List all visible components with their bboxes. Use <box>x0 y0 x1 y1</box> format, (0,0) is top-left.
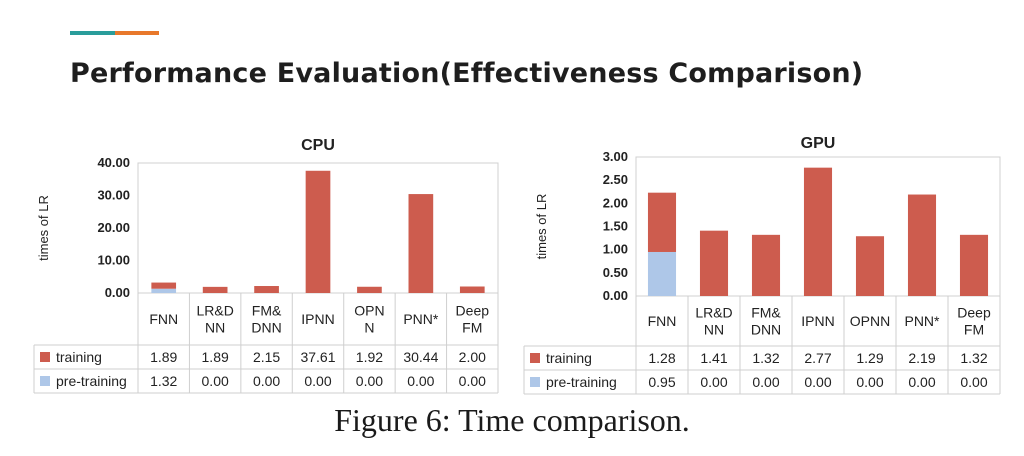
bar-training <box>305 170 331 293</box>
legend-swatch-pre-training <box>40 376 50 386</box>
category-label: IPNN <box>801 313 834 329</box>
data-label-pre-training: 0.00 <box>700 374 727 390</box>
bar-training <box>751 234 781 296</box>
category-label: OPNN <box>850 313 890 329</box>
data-label-pre-training: 0.00 <box>960 374 987 390</box>
data-label-pre-training: 0.00 <box>856 374 883 390</box>
accent-bar-orange <box>115 31 159 35</box>
y-tick-label: 30.00 <box>97 188 130 203</box>
gpu-chart: GPU times of LR 0.00 0.50 1.00 1.50 2.00 2.50 3.… <box>523 135 1001 395</box>
bar-training <box>855 236 885 296</box>
y-axis-label: times of LR <box>534 194 549 260</box>
category-label: FM& <box>252 303 282 319</box>
data-label-training: 1.29 <box>856 350 883 366</box>
data-label-training: 1.28 <box>648 350 675 366</box>
page-title: Performance Evaluation(Effectiveness Com… <box>70 58 864 89</box>
category-label: DNN <box>251 320 281 336</box>
category-label: FM <box>462 320 482 336</box>
data-label-pre-training: 0.00 <box>908 374 935 390</box>
bar-training <box>803 167 833 296</box>
category-label: LR&D <box>695 305 732 321</box>
bar-pre-training <box>151 288 177 293</box>
bar-training <box>907 194 937 296</box>
data-label-training: 30.44 <box>403 349 438 365</box>
data-label-training: 1.92 <box>356 349 383 365</box>
category-label: NN <box>704 322 724 338</box>
bar-training <box>357 286 382 293</box>
data-label-training: 2.19 <box>908 350 935 366</box>
bar-pre-training <box>647 251 677 296</box>
category-label: IPNN <box>301 311 334 327</box>
bar-training <box>459 286 485 293</box>
data-label-training: 1.41 <box>700 350 727 366</box>
legend-label-pre-training: pre-training <box>546 374 617 390</box>
legend-label-pre-training: pre-training <box>56 373 127 389</box>
category-label: Deep <box>957 305 991 321</box>
bar-training <box>151 282 177 289</box>
data-label-training: 2.77 <box>804 350 831 366</box>
y-axis-label: times of LR <box>36 195 51 261</box>
legend-label-training: training <box>546 350 592 366</box>
bar-training <box>408 194 434 293</box>
data-label-pre-training: 0.95 <box>648 374 675 390</box>
legend-swatch-training <box>530 353 540 363</box>
y-tick-label: 3.00 <box>603 149 628 164</box>
category-label: PNN* <box>904 313 940 329</box>
data-label-pre-training: 0.00 <box>304 373 331 389</box>
category-label: FNN <box>648 313 677 329</box>
data-label-pre-training: 0.00 <box>804 374 831 390</box>
data-label-pre-training: 0.00 <box>356 373 383 389</box>
data-label-pre-training: 1.32 <box>150 373 177 389</box>
category-label: LR&D <box>196 303 233 319</box>
data-label-training: 1.89 <box>150 349 177 365</box>
category-label: FM <box>964 322 984 338</box>
y-tick-label: 40.00 <box>97 155 130 170</box>
category-label: N <box>364 320 374 336</box>
legend-swatch-training <box>40 352 50 362</box>
y-tick-label: 20.00 <box>97 220 130 235</box>
cpu-chart: CPU times of LR 0.00 10.00 20.00 30.00 40.00 FN… <box>33 137 499 394</box>
category-label: FM& <box>751 305 781 321</box>
legend-label-training: training <box>56 349 102 365</box>
data-label-pre-training: 0.00 <box>752 374 779 390</box>
category-label: FNN <box>149 311 178 327</box>
y-tick-label: 10.00 <box>97 253 130 268</box>
category-label: PNN* <box>403 311 439 327</box>
category-label: OPN <box>354 303 384 319</box>
y-tick-label: 0.50 <box>603 265 628 280</box>
data-label-pre-training: 0.00 <box>407 373 434 389</box>
data-label-pre-training: 0.00 <box>253 373 280 389</box>
data-label-pre-training: 0.00 <box>459 373 486 389</box>
data-label-training: 37.61 <box>300 349 335 365</box>
y-tick-label: 1.00 <box>603 242 628 257</box>
data-label-training: 2.00 <box>459 349 486 365</box>
y-tick-label: 2.00 <box>603 195 628 210</box>
bar-training <box>202 286 228 293</box>
y-tick-label: 2.50 <box>603 172 628 187</box>
figure-caption: Figure 6: Time comparison. <box>334 402 690 438</box>
legend-swatch-pre-training <box>530 377 540 387</box>
bar-training <box>254 286 279 293</box>
category-label: NN <box>205 320 225 336</box>
y-tick-label: 1.50 <box>603 219 628 234</box>
data-label-pre-training: 0.00 <box>202 373 229 389</box>
data-label-training: 1.32 <box>960 350 987 366</box>
category-label: Deep <box>456 303 490 319</box>
chart-title: CPU <box>301 137 335 154</box>
bar-training <box>699 230 729 296</box>
y-tick-label: 0.00 <box>105 285 130 300</box>
data-label-training: 2.15 <box>253 349 280 365</box>
bar-training <box>959 234 989 296</box>
data-label-training: 1.32 <box>752 350 779 366</box>
bar-training <box>647 192 677 252</box>
data-label-training: 1.89 <box>202 349 229 365</box>
category-label: DNN <box>751 322 781 338</box>
accent-bar-teal <box>70 31 115 35</box>
chart-title: GPU <box>801 135 836 152</box>
y-tick-label: 0.00 <box>603 288 628 303</box>
